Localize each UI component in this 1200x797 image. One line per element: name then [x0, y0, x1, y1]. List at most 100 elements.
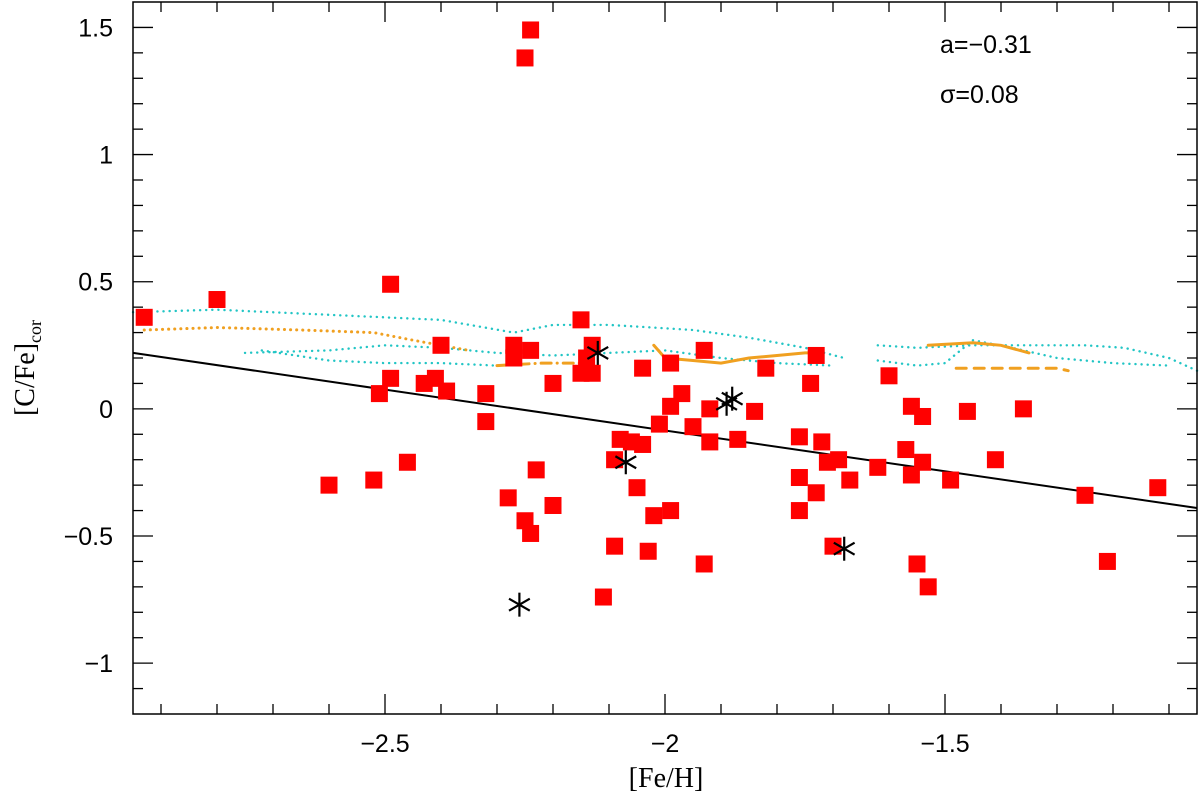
data-point-square [398, 453, 416, 471]
annotation-sigma: σ=0.08 [940, 81, 1019, 109]
tick-labels: −2.5 −2 −1.5 1.5 1 0.5 0 −0.5 −1 [64, 14, 970, 758]
data-point-square [880, 367, 898, 385]
data-point-square [516, 49, 534, 67]
model-curve-cyan [243, 344, 835, 367]
data-point-square [438, 382, 456, 400]
data-point-square [824, 537, 842, 555]
data-point-square [958, 402, 976, 420]
data-point-square [662, 354, 680, 372]
data-point-square [757, 359, 775, 377]
data-point-square [790, 502, 808, 520]
x-tick-label: −2.5 [360, 730, 409, 758]
data-point-square [802, 374, 820, 392]
data-point-square [578, 349, 596, 367]
data-point-square [807, 346, 825, 364]
data-point-asterisk [586, 340, 609, 365]
data-point-asterisk [833, 536, 856, 561]
model-curve-cyan [260, 349, 499, 367]
data-point-square [695, 555, 713, 573]
data-point-square [914, 407, 932, 425]
data-point-square [746, 402, 764, 420]
y-axis-title-main: [C/Fe] [10, 343, 41, 416]
data-point-square [1149, 479, 1167, 497]
data-point-square [650, 415, 668, 433]
data-point-square [628, 479, 646, 497]
data-point-square [662, 397, 680, 415]
y-axis-title: [C/Fe]cor [10, 320, 45, 416]
data-point-square [477, 413, 495, 431]
y-tick-label: 0 [99, 396, 113, 424]
y-tick-label: 1 [99, 142, 113, 170]
x-tick-label: −2 [651, 730, 680, 758]
y-tick-label: −1 [84, 650, 113, 678]
data-point-square [477, 385, 495, 403]
data-point-asterisk [508, 592, 531, 617]
y-tick-label: −0.5 [64, 523, 113, 551]
data-point-square [830, 451, 848, 469]
data-point-square [527, 461, 545, 479]
data-point-square [807, 484, 825, 502]
data-point-square [986, 451, 1004, 469]
data-point-square [583, 364, 601, 382]
data-point-square [135, 308, 153, 326]
data-point-square [790, 428, 808, 446]
data-point-square [1014, 400, 1032, 418]
data-point-square [382, 275, 400, 293]
data-point-square [432, 336, 450, 354]
data-point-square [914, 453, 932, 471]
y-tick-label: 1.5 [78, 14, 113, 42]
data-point-square [370, 385, 388, 403]
data-point-square [919, 578, 937, 596]
model-curve-orange [954, 366, 1070, 373]
data-point-square [639, 542, 657, 560]
y-axis-title-sub: cor [25, 320, 45, 343]
data-point-square [208, 291, 226, 309]
data-point-square [813, 433, 831, 451]
data-point-square [544, 496, 562, 514]
data-point-square [594, 588, 612, 606]
data-point-square [1076, 486, 1094, 504]
data-point-square [572, 311, 590, 329]
data-point-square [634, 359, 652, 377]
data-point-square [320, 476, 338, 494]
data-point-asterisk [614, 450, 637, 475]
data-point-square [606, 451, 624, 469]
x-axis-title: [Fe/H] [629, 763, 704, 794]
y-tick-label: 0.5 [78, 269, 113, 297]
data-point-square [897, 441, 915, 459]
data-point-square [908, 555, 926, 573]
data-point-square [701, 433, 719, 451]
data-point-square [522, 524, 540, 542]
data-point-square [841, 471, 859, 489]
model-curve-orange [926, 341, 1031, 355]
svg-text:[C/Fe]cor: [C/Fe]cor [10, 320, 45, 416]
data-point-square [645, 507, 663, 525]
data-point-square [684, 418, 702, 436]
data-point-square [544, 374, 562, 392]
data-point-square [1098, 552, 1116, 570]
data-point-square [869, 458, 887, 476]
data-point-square [662, 502, 680, 520]
asterisk-points [508, 340, 856, 617]
axis-ticks [133, 2, 1197, 714]
data-point-square [701, 400, 719, 418]
data-point-square [606, 537, 624, 555]
data-point-square [942, 471, 960, 489]
data-point-square [695, 341, 713, 359]
x-tick-label: −1.5 [920, 730, 969, 758]
data-point-square [522, 341, 540, 359]
data-points [135, 21, 1167, 606]
model-curve-cyan [876, 344, 1199, 372]
data-point-square [505, 349, 523, 367]
data-point-square [729, 430, 747, 448]
model-curve-cyan [131, 308, 846, 360]
model-curve-orange [142, 325, 471, 352]
data-point-square [365, 471, 383, 489]
data-point-square [522, 21, 540, 39]
data-point-square [790, 469, 808, 487]
data-point-asterisk [715, 391, 738, 416]
data-point-square [382, 369, 400, 387]
data-point-square [611, 430, 629, 448]
annotation-slope: a=−0.31 [940, 31, 1032, 59]
